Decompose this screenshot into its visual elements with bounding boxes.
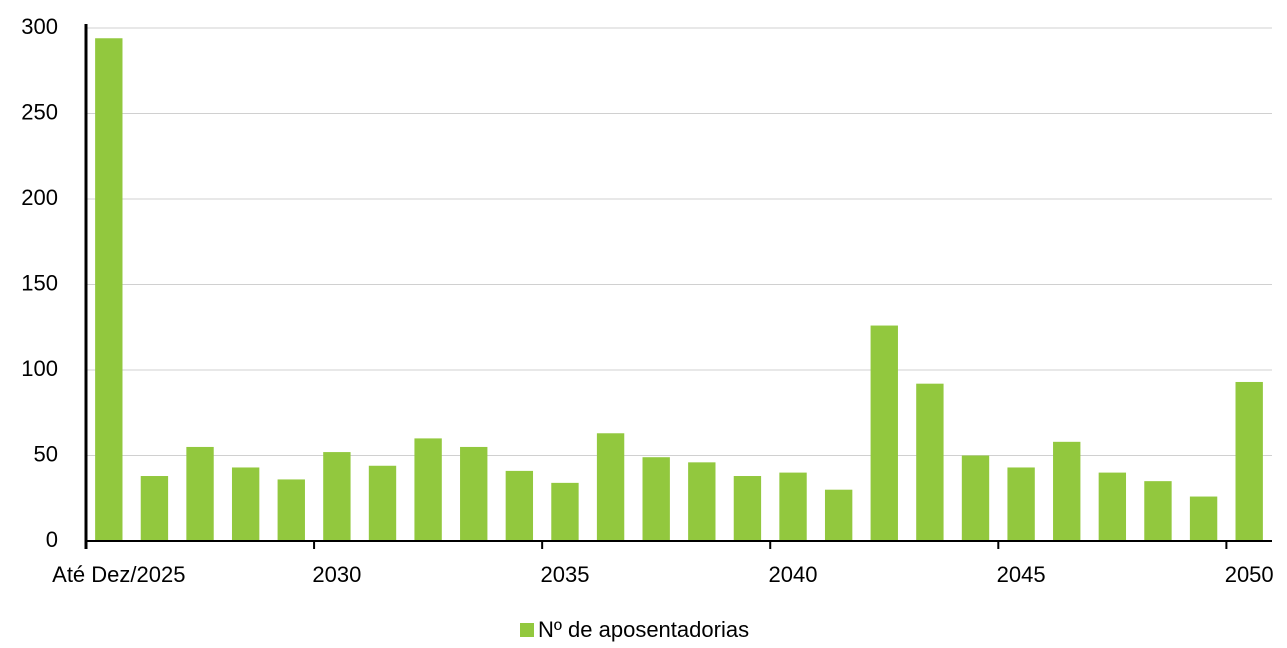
- bar: [1007, 467, 1035, 541]
- bar: [961, 455, 990, 541]
- bar: [1053, 441, 1081, 541]
- bar: [551, 482, 579, 541]
- bar: [277, 479, 305, 541]
- x-tick-label: 2040: [769, 562, 818, 587]
- bar: [323, 452, 351, 541]
- bar: [916, 383, 944, 541]
- y-tick-label: 0: [46, 527, 58, 552]
- bar: [1144, 481, 1172, 541]
- y-tick-label: 300: [21, 14, 58, 39]
- x-tick-label: 2050: [1225, 562, 1274, 587]
- bar: [733, 476, 762, 541]
- y-tick-label: 150: [21, 270, 58, 295]
- y-tick-label: 250: [21, 99, 58, 124]
- bar: [824, 489, 853, 541]
- y-tick-label: 100: [21, 356, 58, 381]
- bar: [1098, 472, 1127, 541]
- x-tick-label: 2045: [997, 562, 1046, 587]
- legend-label: Nº de aposentadorias: [538, 617, 749, 642]
- x-tick-label: Até Dez/2025: [52, 562, 185, 587]
- bar: [779, 472, 807, 541]
- bar: [1235, 381, 1263, 541]
- bar: [231, 467, 260, 541]
- x-tick-label: 2030: [312, 562, 361, 587]
- bar: [870, 325, 898, 541]
- bar: [95, 38, 123, 541]
- y-tick-label: 50: [34, 441, 58, 466]
- bar: [642, 457, 670, 541]
- legend-swatch: [520, 623, 534, 637]
- bar: [140, 476, 169, 541]
- bar: [688, 462, 716, 541]
- bar: [186, 446, 214, 541]
- bar: [414, 438, 442, 541]
- bar: [505, 470, 534, 541]
- bar: [368, 465, 397, 541]
- bar: [460, 446, 488, 541]
- y-tick-label: 200: [21, 185, 58, 210]
- bar: [1189, 496, 1218, 541]
- bar: [596, 433, 625, 541]
- x-tick-label: 2035: [540, 562, 589, 587]
